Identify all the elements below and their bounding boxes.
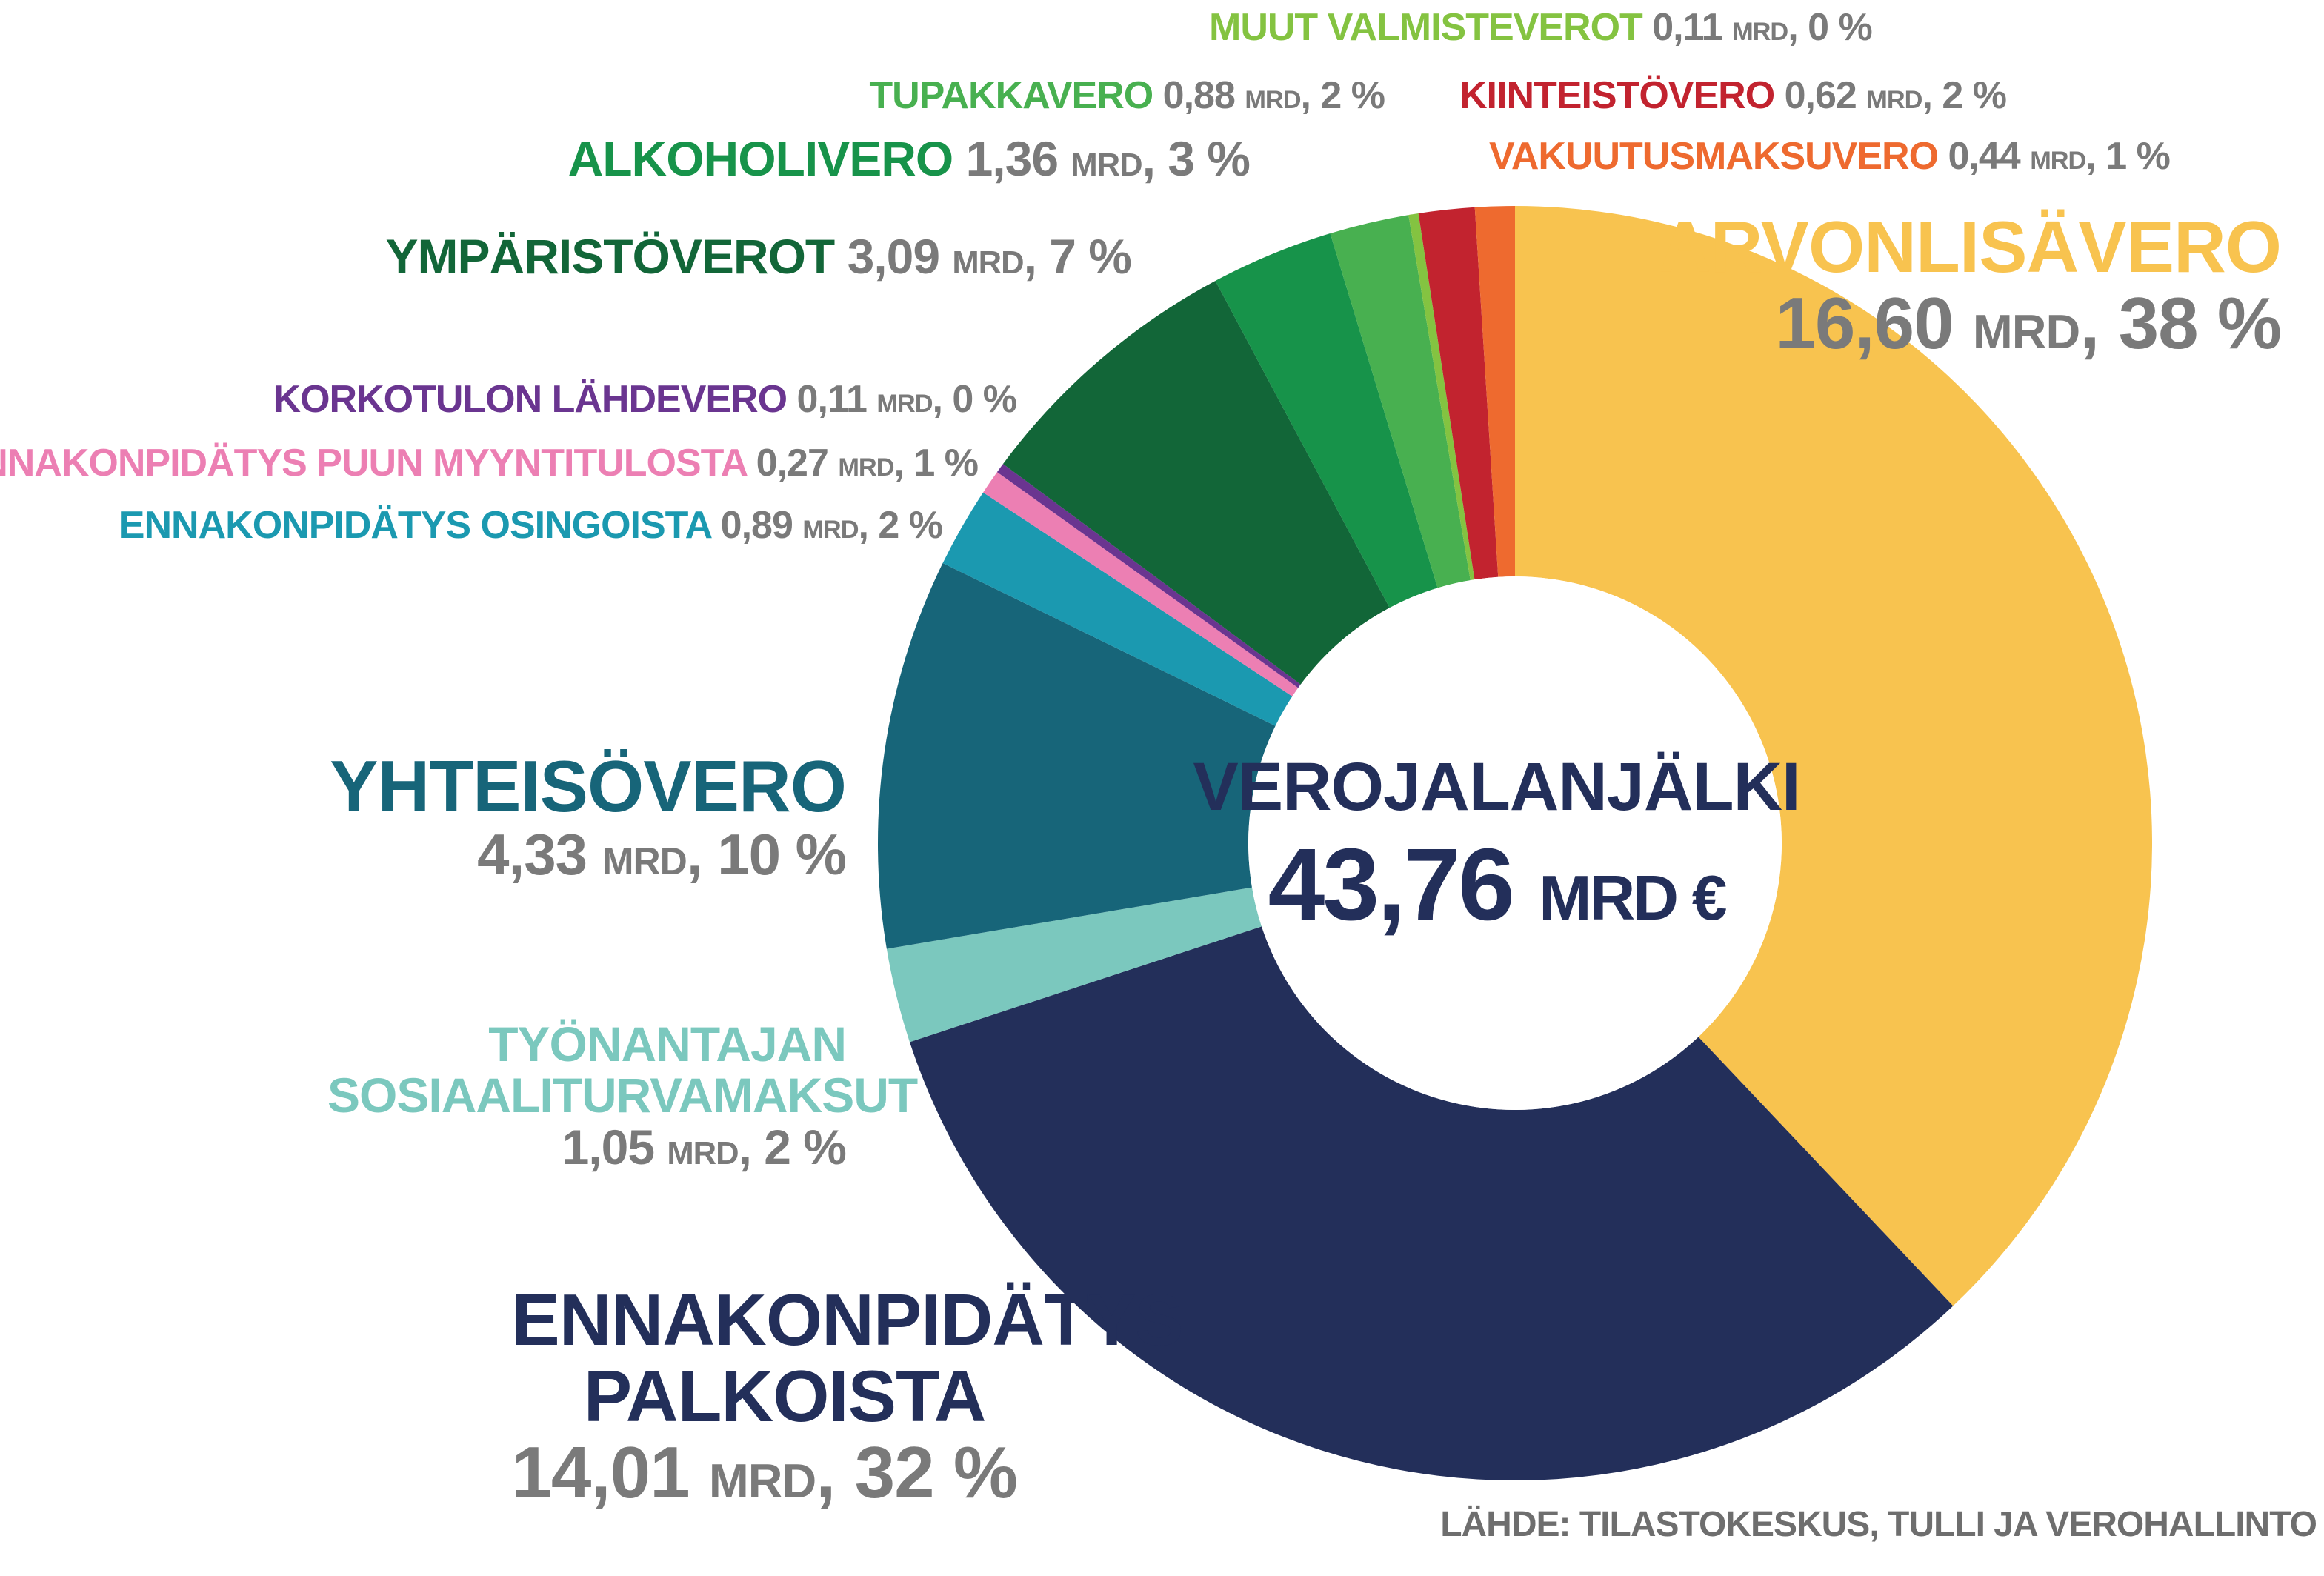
label-tupakkavero: TUPAKKAVERO 0,88 MRD, 2 % (869, 76, 1385, 116)
slice-korkotulon-lahdevero (996, 464, 1301, 688)
label-name: TUPAKKAVERO (869, 74, 1153, 117)
label-value: 0,11 MRD, 0 % (1652, 6, 1872, 49)
label-value: 0,88 MRD, 2 % (1162, 74, 1385, 117)
slice-kiinteistovero (1418, 207, 1499, 580)
source-note: LÄHDE: TILASTOKESKUS, TULLI JA VEROHALLI… (1440, 1505, 2317, 1544)
label-name: ENNAKONPIDÄTYS OSINGOISTA (119, 504, 711, 547)
label-kiinteistovero: KIINTEISTÖVERO 0,62 MRD, 2 % (1459, 74, 2007, 117)
slice-ymparistoverot (1002, 281, 1390, 685)
label-value: 0,27 MRD, 1 % (756, 442, 979, 485)
label-korkotulon-lahdevero: KORKOTULON LÄHDEVERO 0,11 MRD, 0 % (273, 378, 1017, 421)
label-name: TYÖNANTAJAN SOSIAALITURVAMAKSUT (327, 1017, 918, 1123)
label-name: KORKOTULON LÄHDEVERO (273, 378, 788, 421)
label-name: ENNAKONPIDÄTYS PUUN MYYNTITULOSTA (0, 442, 747, 485)
slice-alkoholivero (1215, 233, 1438, 608)
slice-tupakkavero (1330, 215, 1471, 588)
label-vakuutusmaksuvero: VAKUUTUSMAKSUVERO 0,44 MRD, 1 % (1489, 135, 2171, 178)
center-total: 43,76 MRD € (1163, 826, 1830, 944)
label-value: 14,01 MRD, 32 % (511, 1431, 1018, 1513)
slice-yhteisovero (877, 562, 1276, 949)
label-name: ALKOHOLIVERO (567, 131, 954, 186)
center-total-value: 43,76 (1268, 828, 1515, 942)
label-arvonlisavero: ARVONLISÄVERO 16,60 MRD, 38 % (1658, 206, 2282, 364)
label-ymparistoverot: YMPÄRISTÖVEROT 3,09 MRD, 7 % (385, 229, 1132, 284)
label-value: 0,89 MRD, 2 % (720, 504, 943, 547)
label-value: 0,62 MRD, 2 % (1784, 74, 2007, 117)
label-value: 1,36 MRD, 3 % (965, 131, 1251, 186)
label-value: 16,60 MRD, 38 % (1775, 282, 2282, 364)
donut-hole (1248, 576, 1782, 1110)
label-name: YHTEISÖVERO (330, 745, 847, 827)
slice-arvonlisavero (1515, 206, 2152, 1306)
label-value: 0,11 MRD, 0 % (796, 378, 1017, 421)
center-total-unit: MRD € (1539, 863, 1727, 934)
label-value: 0,44 MRD, 1 % (1948, 135, 2171, 178)
label-name: ENNAKONPIDÄTYS PALKOISTA (511, 1279, 1183, 1437)
label-value: 1,05 MRD, 2 % (562, 1119, 847, 1174)
slice-ennakonpidatys-puun-myyntitulosta (983, 472, 1299, 696)
slice-vakuutusmaksuvero (1474, 206, 1515, 577)
label-ennakonpidatys-palkoista: ENNAKONPIDÄTYS PALKOISTA 14,01 MRD, 32 % (511, 1279, 1183, 1513)
label-yhteisovero: YHTEISÖVERO 4,33 MRD, 10 % (330, 745, 847, 887)
label-name: YMPÄRISTÖVEROT (385, 229, 836, 284)
label-name: ARVONLISÄVERO (1658, 206, 2282, 287)
label-value: 3,09 MRD, 7 % (847, 229, 1132, 284)
label-ennakonpidatys-puun-myyntitulosta: ENNAKONPIDÄTYS PUUN MYYNTITULOSTA 0,27 M… (0, 442, 979, 485)
label-value: 4,33 MRD, 10 % (477, 821, 847, 887)
label-muut-valmisteverot: MUUT VALMISTEVEROT 0,11 MRD, 0 % (1209, 6, 1873, 49)
slice-ennakonpidatys-osingoista (942, 492, 1293, 726)
label-name: KIINTEISTÖVERO (1459, 74, 1775, 117)
label-ennakonpidatys-osingoista: ENNAKONPIDÄTYS OSINGOISTA 0,89 MRD, 2 % (119, 504, 943, 547)
slice-ennakonpidatys-palkoista (909, 926, 1954, 1480)
center-title: VEROJALANJÄLKI (1193, 749, 1800, 825)
label-name: MUUT VALMISTEVEROT (1209, 6, 1643, 49)
label-name: VAKUUTUSMAKSUVERO (1489, 135, 1939, 178)
label-tyonantajan-sosiaaliturvamaksut: TYÖNANTAJAN SOSIAALITURVAMAKSUT 1,05 MRD… (327, 1017, 918, 1174)
slice-muut-valmisteverot (1408, 213, 1475, 581)
slice-tyonantajan-sosiaaliturvamaksut (886, 887, 1262, 1043)
label-alkoholivero: ALKOHOLIVERO 1,36 MRD, 3 % (567, 131, 1251, 186)
